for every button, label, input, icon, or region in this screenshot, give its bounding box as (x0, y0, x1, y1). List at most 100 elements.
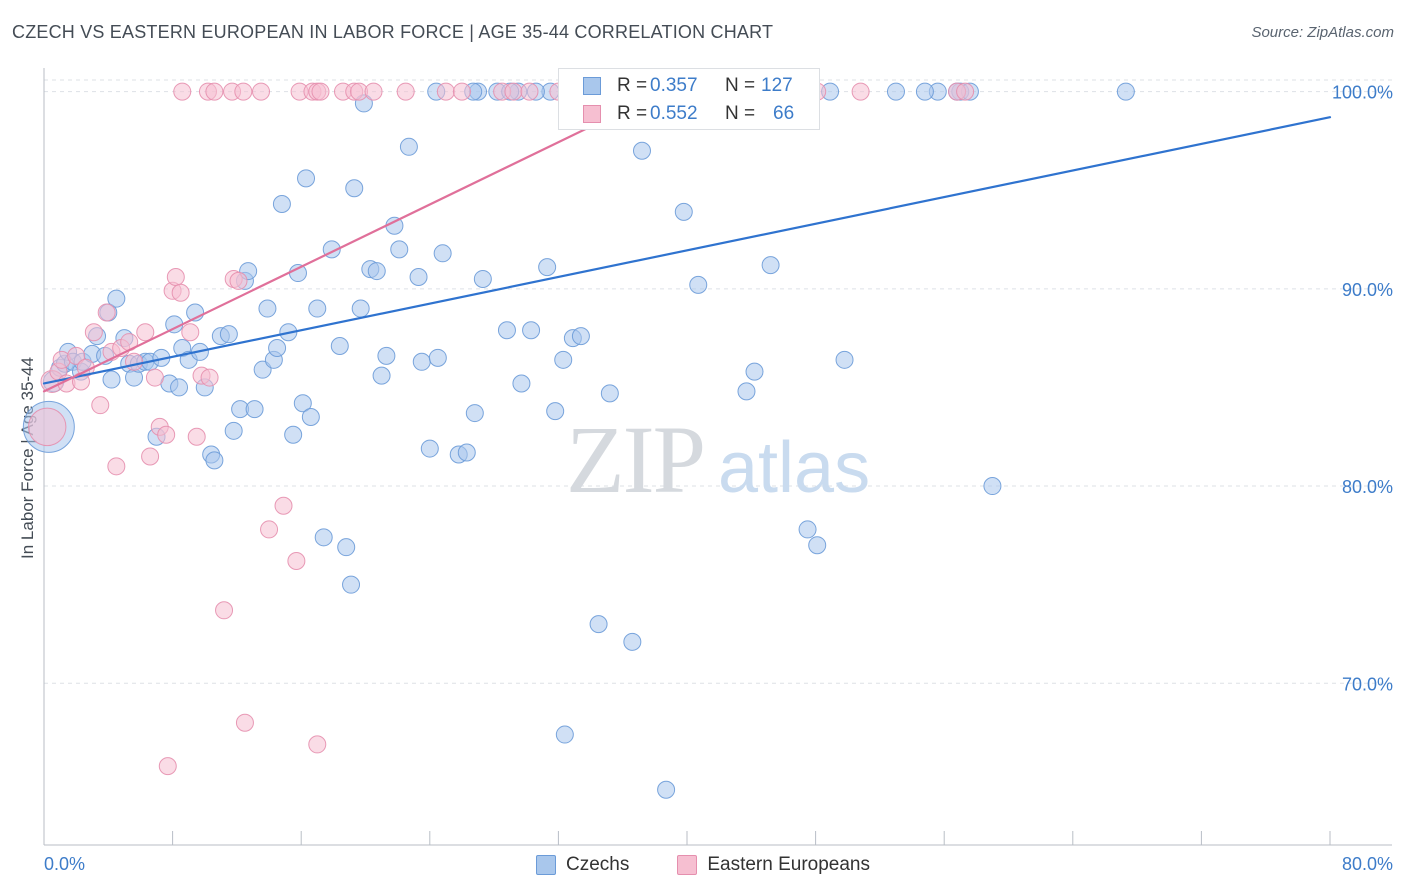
tick-labels: 70.0% 80.0% 90.0% 100.0% 0.0% 80.0% (44, 83, 1393, 874)
czechs-point (457, 443, 476, 462)
stats-box: R = 0.357 N = 127 R = 0.552 N = 66 (558, 68, 820, 130)
czechs-point (512, 374, 531, 393)
eastern-europeans-point (28, 407, 67, 447)
czechs-point (268, 338, 287, 357)
eastern-europeans-point (205, 82, 224, 101)
czechs-point (473, 269, 492, 288)
eastern-europeans-point (229, 271, 248, 290)
czechs-point (428, 348, 447, 367)
eastern-europeans-point (364, 82, 383, 101)
czechs-point (367, 262, 386, 281)
legend: Czechs Eastern Europeans (0, 852, 1406, 878)
eastern-europeans-point (956, 82, 975, 101)
czechs-point (293, 394, 312, 413)
czechs-point (761, 256, 780, 275)
r-value: 0.357 (650, 75, 698, 96)
czechs-point (301, 408, 320, 427)
eastern-europeans-point (181, 323, 200, 342)
czechs-point (554, 350, 573, 369)
legend-item-eastern-europeans[interactable]: Eastern Europeans (677, 854, 870, 876)
eastern-europeans-point (97, 303, 116, 322)
czechs-point (245, 400, 264, 419)
r-label: R = (617, 75, 648, 96)
y-tick-label: 80.0% (1342, 477, 1393, 497)
eastern-europeans-point (274, 496, 293, 515)
eastern-europeans-point (287, 551, 306, 570)
czechs-point (745, 362, 764, 381)
eastern-europeans-point (520, 82, 539, 101)
stats-row-czechs: R = 0.357 N = 127 (559, 72, 819, 100)
czechs-point (308, 299, 327, 318)
axes (43, 68, 1392, 846)
czechs-point (330, 337, 349, 356)
eastern-europeans-trendline (42, 90, 664, 393)
x-tick-label-max: 80.0% (1342, 854, 1393, 874)
y-tick-label: 100.0% (1332, 83, 1393, 103)
eastern-europeans-point (215, 601, 234, 620)
eastern-europeans-point (173, 82, 192, 101)
czechs-point (835, 350, 854, 369)
czechs-point (433, 244, 452, 263)
czechs-point (314, 528, 333, 547)
czechs-point (657, 780, 676, 799)
legend-label: Czechs (565, 854, 630, 875)
czechs-point (497, 321, 516, 340)
y-tick-label: 90.0% (1342, 280, 1393, 300)
eastern-europeans-point (234, 82, 253, 101)
czechs-point (284, 425, 303, 444)
czechs-point (258, 299, 277, 318)
czechs-point (409, 267, 428, 286)
czechs-point (632, 141, 651, 160)
eastern-europeans-point (504, 82, 523, 101)
czechs-point (345, 179, 364, 198)
r-label: R = (617, 103, 648, 124)
eastern-europeans-point (851, 82, 870, 101)
source-credit: Source: ZipAtlas.com (1251, 24, 1394, 41)
czechs-point (886, 82, 905, 101)
czechs-point (623, 632, 642, 651)
czechs-point (297, 169, 316, 188)
czechs-point (1116, 82, 1135, 101)
czechs-point (377, 346, 396, 365)
eastern-europeans-point (311, 82, 330, 101)
czechs-swatch (583, 77, 601, 95)
watermark-atlas: atlas (718, 428, 870, 508)
czechs-point (372, 366, 391, 385)
czechs-point (689, 275, 708, 294)
eastern-europeans-point (145, 368, 164, 387)
czechs-point (102, 370, 121, 389)
eastern-europeans-point (107, 457, 126, 476)
eastern-europeans-point (252, 82, 271, 101)
czechs-point (983, 477, 1002, 496)
eastern-europeans-legend-swatch (677, 855, 698, 875)
eastern-europeans-point (200, 368, 219, 387)
czechs-legend-swatch (535, 855, 556, 875)
eastern-europeans-point (157, 425, 176, 444)
stats-row-eastern-europeans: R = 0.552 N = 66 (559, 100, 819, 128)
eastern-europeans-point (67, 346, 86, 365)
eastern-europeans-point (166, 267, 185, 286)
n-label: N = (725, 75, 756, 96)
czechs-point (351, 299, 370, 318)
watermark: ZIP atlas (566, 406, 870, 513)
legend-item-czechs[interactable]: Czechs (535, 854, 630, 876)
czechs-point (571, 327, 590, 346)
eastern-europeans-point (84, 323, 103, 342)
czechs-point (219, 325, 238, 344)
eastern-europeans-point (235, 713, 254, 732)
eastern-europeans-point (308, 735, 327, 754)
eastern-europeans-point (91, 396, 110, 415)
eastern-europeans-point (187, 427, 206, 446)
czechs-point (465, 404, 484, 423)
eastern-europeans-point (396, 82, 415, 101)
eastern-europeans-point (260, 520, 279, 539)
czechs-point (546, 402, 565, 421)
r-value: 0.552 (650, 103, 698, 124)
czechs-point (674, 202, 693, 221)
czechs-point (915, 82, 934, 101)
czechs-point (342, 575, 361, 594)
czechs-point (205, 451, 224, 470)
trend-lines (42, 90, 1332, 393)
x-tick-label-min: 0.0% (44, 854, 85, 874)
